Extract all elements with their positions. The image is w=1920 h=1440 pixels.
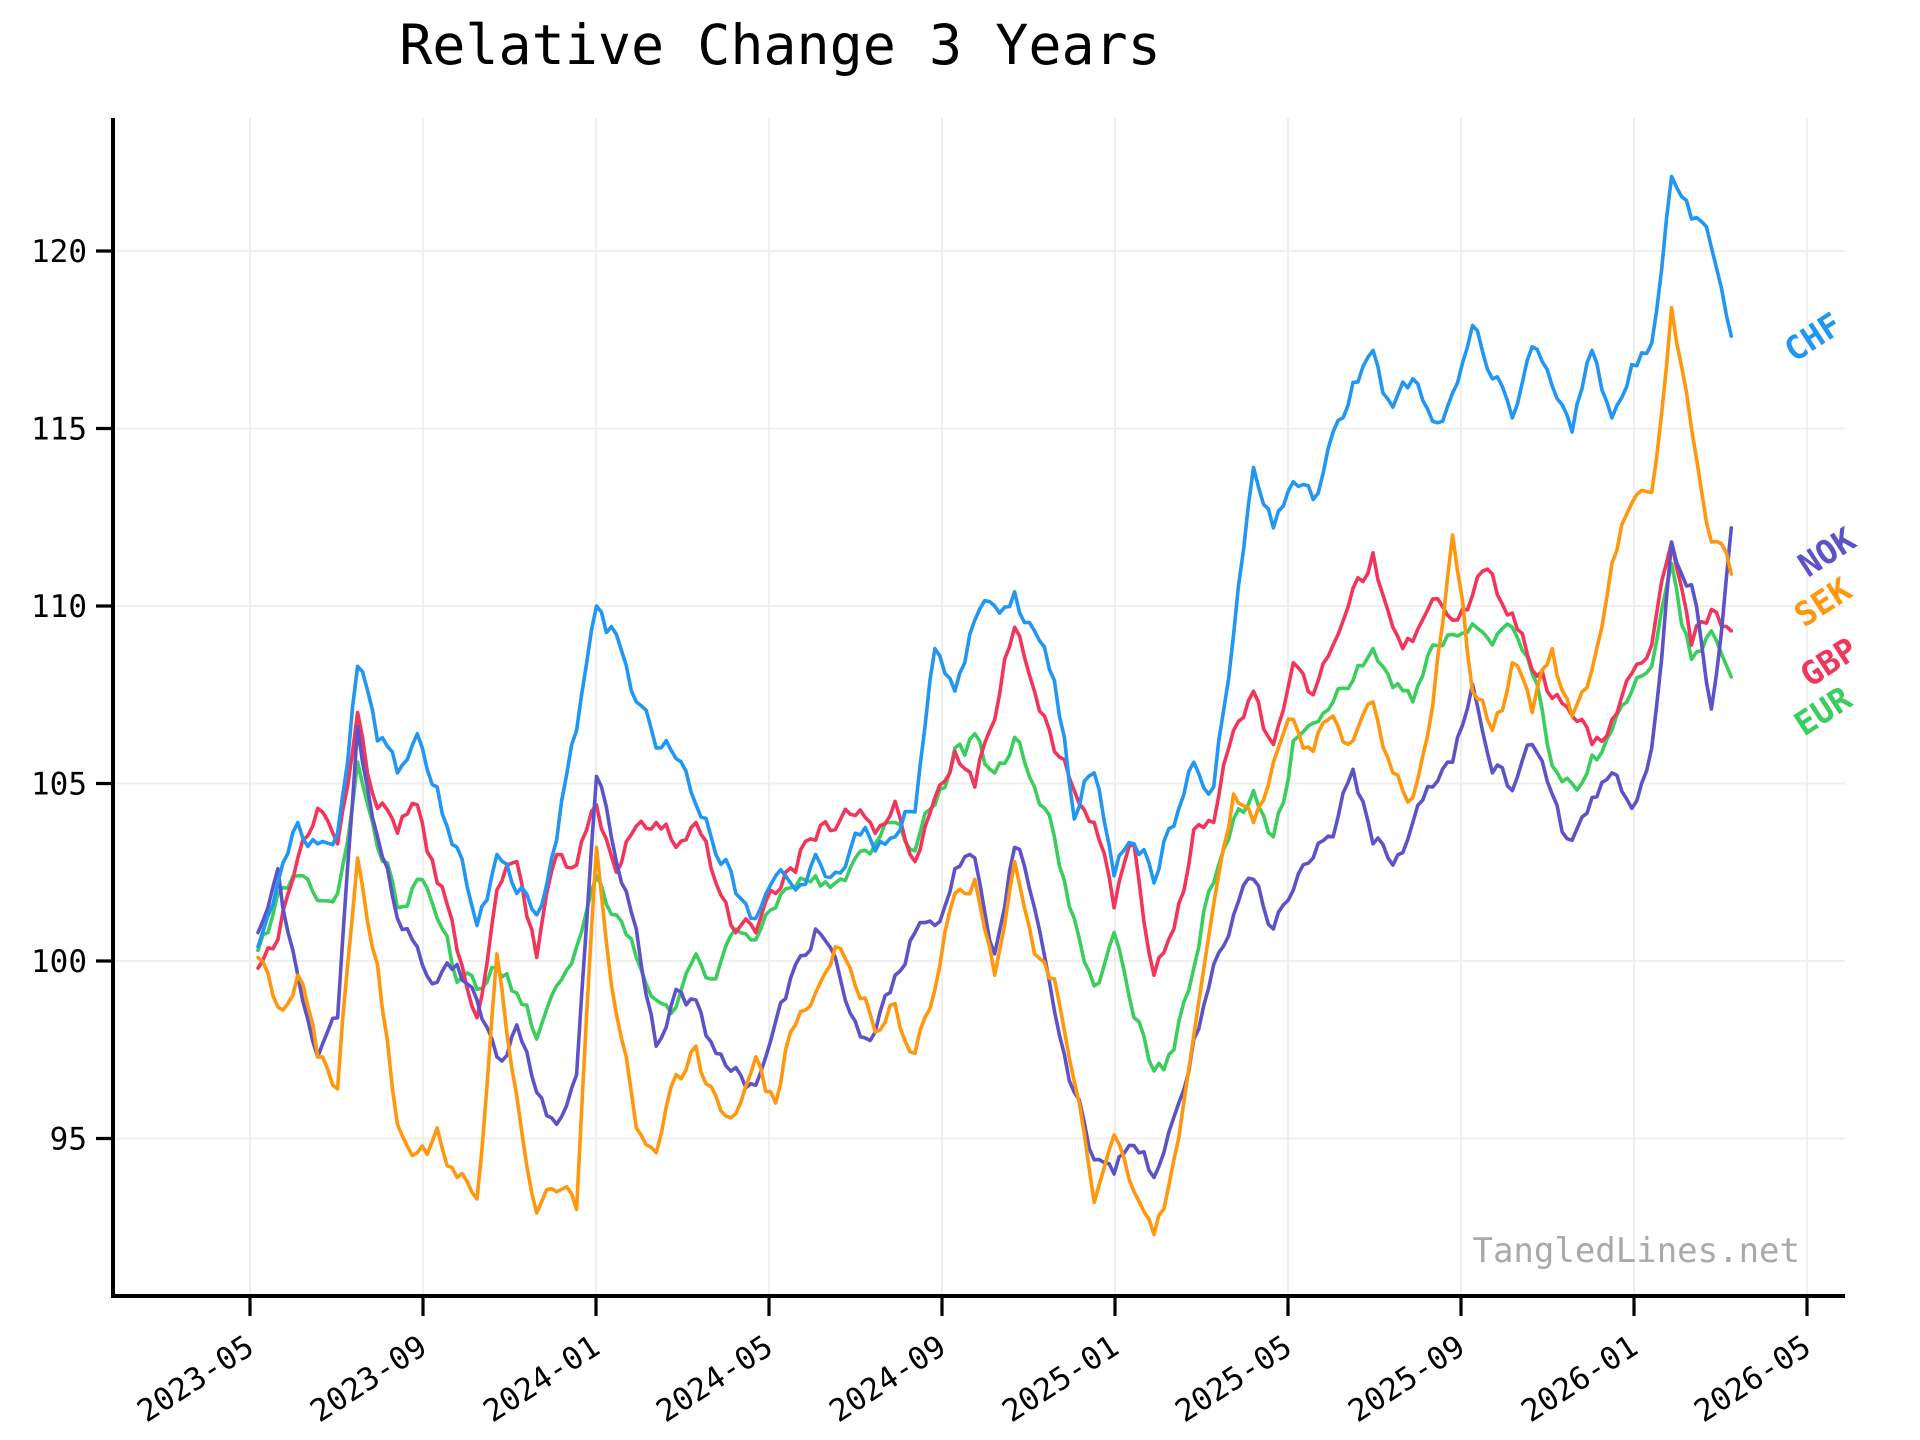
legend-label-chf: CHF bbox=[1777, 305, 1848, 370]
legend-label-nok: NOK bbox=[1791, 519, 1862, 584]
series-line-gbp bbox=[256, 540, 1734, 1020]
x-tick-label: 2025-09 bbox=[1342, 1329, 1471, 1430]
y-tick-label: 120 bbox=[31, 234, 87, 270]
y-tick-label: 110 bbox=[31, 589, 87, 625]
x-tick-label: 2025-01 bbox=[996, 1329, 1125, 1430]
series-line-nok bbox=[256, 526, 1734, 1180]
x-tick-label: 2026-01 bbox=[1515, 1329, 1644, 1430]
chart-title: Relative Change 3 Years bbox=[399, 13, 1161, 77]
x-tick-label: 2023-09 bbox=[304, 1329, 433, 1430]
series-line-sek bbox=[256, 305, 1734, 1237]
series-line-eur bbox=[256, 561, 1734, 1073]
legend-label-sek: SEK bbox=[1787, 569, 1858, 634]
watermark-text: TangledLines.net bbox=[1472, 1231, 1800, 1271]
series-line-chf bbox=[256, 174, 1734, 949]
x-tick-label: 2024-01 bbox=[477, 1329, 606, 1430]
x-tick-label: 2024-05 bbox=[650, 1329, 779, 1430]
y-tick-label: 105 bbox=[31, 767, 87, 803]
y-tick-label: 95 bbox=[50, 1122, 87, 1158]
x-tick-label: 2024-09 bbox=[823, 1329, 952, 1430]
x-tick-label: 2023-05 bbox=[131, 1329, 260, 1430]
x-tick-label: 2026-05 bbox=[1688, 1329, 1817, 1430]
legend-label-eur: EUR bbox=[1787, 678, 1858, 743]
y-tick-label: 100 bbox=[31, 944, 87, 980]
y-tick-label: 115 bbox=[31, 412, 87, 448]
x-tick-label: 2025-05 bbox=[1169, 1329, 1298, 1430]
